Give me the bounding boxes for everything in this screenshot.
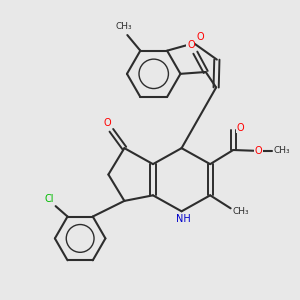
Text: CH₃: CH₃ [233, 207, 249, 216]
Text: O: O [196, 32, 204, 42]
Text: CH₃: CH₃ [274, 146, 291, 154]
Text: CH₃: CH₃ [115, 22, 132, 32]
Text: O: O [103, 118, 111, 128]
Text: O: O [237, 123, 244, 133]
Text: O: O [254, 146, 262, 156]
Text: O: O [187, 40, 195, 50]
Text: Cl: Cl [44, 194, 54, 205]
Text: NH: NH [176, 214, 191, 224]
